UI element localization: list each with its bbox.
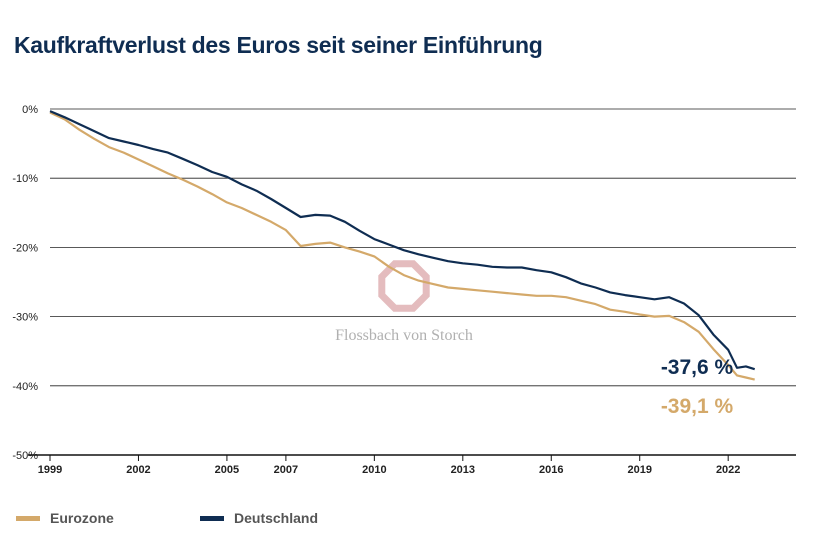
y-tick-label: -50% xyxy=(12,450,38,462)
legend-swatch-eurozone xyxy=(16,515,40,521)
x-tick-label: 1999 xyxy=(38,464,62,476)
series-line-deutschland xyxy=(49,110,756,371)
x-tick-label: 2013 xyxy=(451,464,475,476)
legend-item-eurozone: Eurozone xyxy=(16,510,114,526)
series-line-eurozone xyxy=(49,111,755,381)
legend-swatch-deutschland xyxy=(200,515,224,521)
end-label-eurozone: -39,1 % xyxy=(661,395,734,418)
series-lines xyxy=(49,110,756,381)
y-tick-label: -20% xyxy=(12,242,38,254)
end-labels: -39,1 % -37,6 % xyxy=(661,356,734,418)
watermark-octagon-icon xyxy=(378,260,430,312)
chart-title: Kaufkraftverlust des Euros seit seiner E… xyxy=(14,32,543,58)
y-axis-ticks: 0% -10% -20% -30% -40% -50% xyxy=(12,104,38,462)
y-tick-label: 0% xyxy=(22,104,38,116)
y-tick-label: -10% xyxy=(12,173,38,185)
x-tick-label: 2002 xyxy=(126,464,150,476)
x-tick-label: 2022 xyxy=(716,464,740,476)
watermark-logo: Flossbach von Storch xyxy=(335,260,473,344)
x-tick-label: 2019 xyxy=(627,464,651,476)
end-label-deutschland: -37,6 % xyxy=(661,356,734,379)
legend-item-deutschland: Deutschland xyxy=(200,510,318,526)
y-tick-label: -30% xyxy=(12,312,38,324)
y-tick-label: -40% xyxy=(12,381,38,393)
legend-label-deutschland: Deutschland xyxy=(234,510,319,526)
x-axis: 1999 2002 2005 2007 2010 2013 2016 2019 2022 xyxy=(28,454,796,476)
x-tick-label: 2016 xyxy=(539,464,563,476)
legend-label-eurozone: Eurozone xyxy=(50,510,114,526)
x-tick-label: 2005 xyxy=(215,464,239,476)
x-tick-label: 2007 xyxy=(274,464,298,476)
x-tick-label: 2010 xyxy=(362,464,386,476)
watermark-text: Flossbach von Storch xyxy=(335,327,473,344)
